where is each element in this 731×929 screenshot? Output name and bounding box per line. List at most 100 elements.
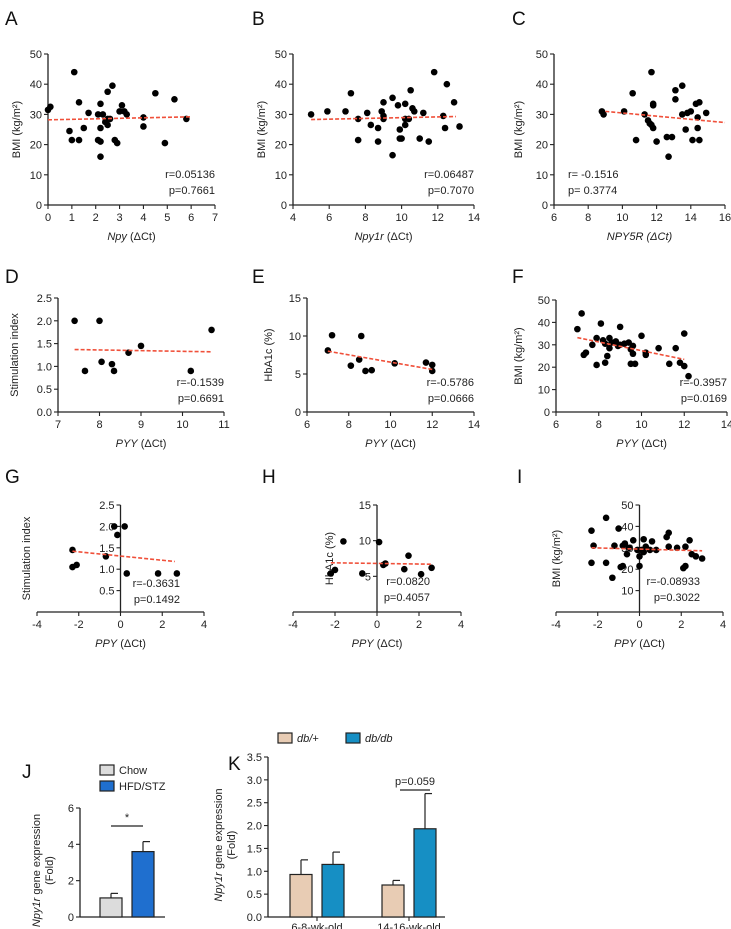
x-axis-label: Npy1r (ΔCt): [354, 231, 412, 243]
y-axis-label: BMI (kg/m²): [513, 327, 525, 384]
data-point: [152, 89, 159, 97]
y-tick-label: 0.0: [37, 407, 52, 419]
data-point: [187, 367, 195, 375]
data-point: [648, 68, 655, 76]
data-point: [328, 331, 336, 339]
data-point: [593, 334, 600, 342]
x-tick-label: 10: [616, 212, 628, 224]
data-point: [357, 332, 365, 340]
data-point: [439, 112, 447, 120]
y-axis-label-unit: (Fold): [226, 831, 238, 860]
x-tick-label: 4: [458, 619, 464, 631]
data-point: [443, 80, 451, 88]
y-tick-label: 1.5: [247, 843, 262, 855]
x-tick-label: 4: [140, 212, 146, 224]
p-value: p=0.4057: [384, 592, 430, 604]
y-tick-label: 0: [68, 912, 74, 924]
x-axis-label: PPY (ΔCt): [95, 638, 146, 650]
r-value: r=0.06487: [424, 169, 474, 181]
x-tick-label: 1: [69, 212, 75, 224]
data-point: [110, 367, 118, 375]
r-value: r=-0.08933: [646, 576, 700, 588]
data-point: [123, 111, 131, 118]
x-tick-label: 10: [635, 419, 647, 431]
data-point: [401, 100, 409, 108]
data-point: [672, 96, 679, 103]
y-tick-label: 1.0: [99, 564, 114, 576]
data-point: [342, 108, 349, 115]
panel-letter: F: [512, 267, 524, 288]
data-point: [692, 553, 700, 560]
panel-i: I-4-20241020304050PPY (ΔCt)BMI (kg/m²)r=…: [517, 467, 726, 650]
data-point: [405, 115, 413, 123]
data-point: [389, 151, 396, 159]
data-point: [631, 360, 639, 368]
y-tick-label: 30: [30, 109, 42, 121]
x-tick-label: 6: [304, 419, 310, 431]
y-axis-label-unit: (Fold): [44, 856, 56, 885]
data-point: [96, 317, 103, 325]
data-point: [665, 529, 673, 537]
p-value: p=0.7661: [169, 185, 215, 197]
y-tick-label: 40: [538, 317, 550, 329]
data-point: [123, 570, 131, 577]
data-point: [665, 360, 673, 368]
significance-label: *: [125, 812, 130, 824]
panel-letter: A: [5, 9, 18, 30]
data-point: [113, 139, 121, 147]
x-tick-label: 14-16-wk-old: [377, 922, 441, 929]
p-value: p= 0.3774: [568, 185, 617, 197]
y-tick-label: 0.5: [99, 586, 114, 598]
data-point: [396, 126, 404, 133]
x-axis-label: Npy (ΔCt): [107, 231, 155, 243]
y-axis-label: Npy1r gene expression: [31, 814, 43, 927]
data-point: [602, 514, 610, 522]
data-point: [420, 109, 427, 117]
y-tick-label: 50: [30, 49, 42, 61]
x-tick-label: 2: [416, 619, 422, 631]
data-point: [71, 317, 78, 325]
data-point: [680, 330, 688, 337]
data-point: [398, 135, 405, 142]
y-axis-label: HbA1c (%): [263, 328, 275, 381]
y-tick-label: 2.5: [99, 500, 114, 512]
data-point: [363, 109, 371, 117]
regression-line: [47, 116, 192, 121]
y-axis-label-gene: Npy1r: [213, 871, 225, 902]
data-point: [428, 361, 436, 369]
y-tick-label: 2.5: [37, 293, 52, 305]
x-axis-label-suffix: (ΔCt): [127, 231, 156, 243]
x-tick-label: 8: [346, 419, 352, 431]
data-point: [686, 537, 693, 544]
data-point: [689, 136, 696, 144]
data-point: [696, 99, 703, 106]
data-point: [668, 133, 676, 141]
y-tick-label: 1.0: [37, 361, 52, 373]
significance-label: p=0.059: [395, 776, 435, 788]
panel-h: H -4 -2 0 2 4 5 10 15 PPY (ΔCt) HbA1c (%) r=0.0820 p…: [262, 467, 464, 650]
data-point: [416, 135, 424, 142]
data-point: [619, 562, 627, 570]
x-tick-label: 14: [685, 212, 697, 224]
data-point: [698, 555, 706, 562]
x-tick-label: 10: [384, 419, 396, 431]
data-point: [362, 367, 369, 375]
y-tick-label: 2: [68, 876, 74, 888]
p-value: p=0.0169: [681, 393, 727, 405]
p-value: p=0.3022: [654, 592, 700, 604]
y-tick-label: 10: [359, 536, 371, 548]
data-point: [636, 562, 643, 570]
y-axis-label: BMI (kg/m²): [513, 101, 525, 158]
x-tick-label: 0: [45, 212, 51, 224]
bar-db-: [381, 884, 405, 918]
x-axis-label-suffix: (ΔCt): [636, 638, 665, 650]
data-point: [629, 89, 636, 97]
data-point: [640, 535, 647, 543]
x-tick-label: 9: [138, 419, 144, 431]
data-point: [456, 123, 463, 130]
data-point: [401, 565, 408, 573]
data-point: [99, 111, 107, 118]
data-point: [66, 127, 73, 135]
y-tick-label: 2.0: [37, 316, 52, 328]
r-value: r=-0.5786: [427, 377, 474, 389]
